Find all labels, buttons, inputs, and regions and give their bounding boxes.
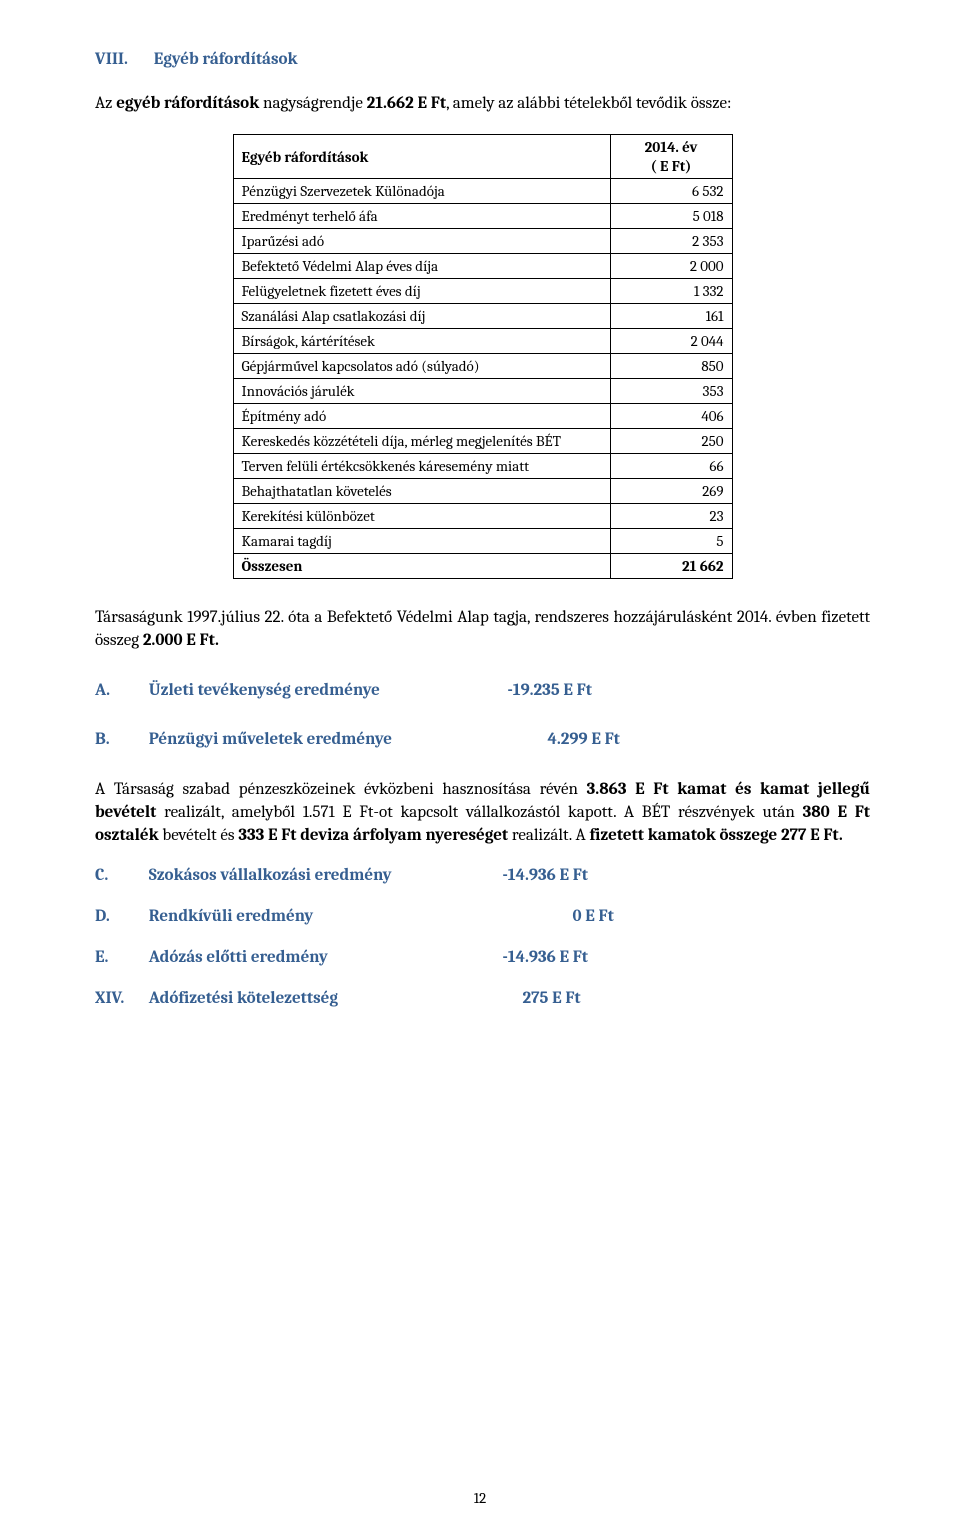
result-line-d: D. Rendkívüli eredmény 0 E Ft xyxy=(95,907,870,926)
bold-text: 333 E Ft deviza árfolyam nyereséget xyxy=(238,826,508,845)
cell-total-label: Összesen xyxy=(233,554,610,579)
table-row: Befektető Védelmi Alap éves díja2 000 xyxy=(233,254,732,279)
table-row: Szanálási Alap csatlakozási díj161 xyxy=(233,304,732,329)
bold-text: 2.000 E Ft. xyxy=(143,631,219,650)
cell-value: 250 xyxy=(610,429,732,454)
cell-value: 406 xyxy=(610,404,732,429)
section-viii-heading: VIII. Egyéb ráfordítások xyxy=(95,50,870,69)
table-row: Bírságok, kártérítések2 044 xyxy=(233,329,732,354)
table-row: Gépjárművel kapcsolatos adó (súlyadó)850 xyxy=(233,354,732,379)
section-number: VIII. xyxy=(95,50,150,69)
text: realizált, amelyből 1.571 E Ft-ot kapcso… xyxy=(156,803,802,822)
text: A Társaság szabad pénzeszközeinek évközb… xyxy=(95,780,587,799)
cell-value: 161 xyxy=(610,304,732,329)
financial-ops-paragraph: A Társaság szabad pénzeszközeinek évközb… xyxy=(95,779,870,848)
line-code: XIV. xyxy=(95,989,145,1008)
table-row: Kamarai tagdíj5 xyxy=(233,529,732,554)
line-value: -19.235 E Ft xyxy=(508,681,592,700)
line-code: C. xyxy=(95,866,145,885)
results-group: C. Szokásos vállalkozási eredmény -14.93… xyxy=(95,866,870,1008)
line-value: -14.936 E Ft xyxy=(503,866,589,885)
table-row: Kereskedés közzétételi díja, mérleg megj… xyxy=(233,429,732,454)
table-row: Iparűzési adó2 353 xyxy=(233,229,732,254)
line-code: A. xyxy=(95,681,145,700)
line-label: Adófizetési kötelezettség xyxy=(149,989,519,1008)
text: realizált. A xyxy=(508,826,589,845)
result-line-a: A. Üzleti tevékenység eredménye -19.235 … xyxy=(95,681,870,700)
line-label: Rendkívüli eredmény xyxy=(149,907,569,926)
cell-label: Szanálási Alap csatlakozási díj xyxy=(233,304,610,329)
col-header-label: Egyéb ráfordítások xyxy=(233,134,610,179)
page-number: 12 xyxy=(0,1489,960,1507)
result-line-b: B. Pénzügyi műveletek eredménye 4.299 E … xyxy=(95,730,870,749)
cell-value: 2 353 xyxy=(610,229,732,254)
table-row: Terven felüli értékcsökkenés káresemény … xyxy=(233,454,732,479)
table-row: Felügyeletnek fizetett éves díj1 332 xyxy=(233,279,732,304)
line-value: 275 E Ft xyxy=(523,989,581,1008)
table-row: Behajthatatlan követelés269 xyxy=(233,479,732,504)
line-label: Üzleti tevékenység eredménye xyxy=(149,681,504,700)
table-row: Kerekítési különbözet23 xyxy=(233,504,732,529)
line-value: 4.299 E Ft xyxy=(548,730,620,749)
expenses-table: Egyéb ráfordítások 2014. év ( E Ft) Pénz… xyxy=(233,134,733,580)
table-row: Építmény adó406 xyxy=(233,404,732,429)
text: nagyságrendje xyxy=(259,94,366,113)
table-row: Pénzügyi Szervezetek Különadója6 532 xyxy=(233,179,732,204)
cell-label: Pénzügyi Szervezetek Különadója xyxy=(233,179,610,204)
line-code: B. xyxy=(95,730,145,749)
cell-label: Eredményt terhelő áfa xyxy=(233,204,610,229)
cell-label: Befektető Védelmi Alap éves díja xyxy=(233,254,610,279)
result-line-e: E. Adózás előtti eredmény -14.936 E Ft xyxy=(95,948,870,967)
cell-value: 353 xyxy=(610,379,732,404)
col-header-value: 2014. év ( E Ft) xyxy=(610,134,732,179)
line-value: 0 E Ft xyxy=(573,907,614,926)
line-value: -14.936 E Ft xyxy=(503,948,589,967)
cell-value: 2 044 xyxy=(610,329,732,354)
bold-text: 21.662 E Ft xyxy=(367,94,447,113)
cell-value: 850 xyxy=(610,354,732,379)
table-row: Eredményt terhelő áfa5 018 xyxy=(233,204,732,229)
bold-text: egyéb ráfordítások xyxy=(116,94,259,113)
text: , amely az alábbi tételekből tevődik öss… xyxy=(446,94,731,113)
line-label: Szokásos vállalkozási eredmény xyxy=(149,866,499,885)
text: ( E Ft) xyxy=(651,157,692,175)
cell-value: 66 xyxy=(610,454,732,479)
cell-label: Kamarai tagdíj xyxy=(233,529,610,554)
intro-paragraph: Az egyéb ráfordítások nagyságrendje 21.6… xyxy=(95,93,870,116)
line-code: E. xyxy=(95,948,145,967)
cell-label: Behajthatatlan követelés xyxy=(233,479,610,504)
cell-label: Gépjárművel kapcsolatos adó (súlyadó) xyxy=(233,354,610,379)
table-header-row: Egyéb ráfordítások 2014. év ( E Ft) xyxy=(233,134,732,179)
cell-value: 5 xyxy=(610,529,732,554)
cell-value: 5 018 xyxy=(610,204,732,229)
cell-label: Kerekítési különbözet xyxy=(233,504,610,529)
table-total-row: Összesen21 662 xyxy=(233,554,732,579)
cell-value: 1 332 xyxy=(610,279,732,304)
text: bevételt és xyxy=(159,826,239,845)
line-code: D. xyxy=(95,907,145,926)
text: Az xyxy=(95,94,116,113)
section-title: Egyéb ráfordítások xyxy=(154,50,298,69)
cell-label: Bírságok, kártérítések xyxy=(233,329,610,354)
cell-total-value: 21 662 xyxy=(610,554,732,579)
cell-value: 6 532 xyxy=(610,179,732,204)
cell-label: Terven felüli értékcsökkenés káresemény … xyxy=(233,454,610,479)
result-line-xiv: XIV. Adófizetési kötelezettség 275 E Ft xyxy=(95,989,870,1008)
table-row: Innovációs járulék353 xyxy=(233,379,732,404)
beva-paragraph: Társaságunk 1997.július 22. óta a Befekt… xyxy=(95,607,870,653)
cell-value: 269 xyxy=(610,479,732,504)
cell-label: Kereskedés közzétételi díja, mérleg megj… xyxy=(233,429,610,454)
cell-value: 23 xyxy=(610,504,732,529)
line-label: Pénzügyi műveletek eredménye xyxy=(149,730,544,749)
bold-text: fizetett kamatok összege 277 E Ft. xyxy=(589,826,842,845)
cell-label: Innovációs járulék xyxy=(233,379,610,404)
line-label: Adózás előtti eredmény xyxy=(149,948,499,967)
text: 2014. év xyxy=(645,138,698,156)
cell-label: Felügyeletnek fizetett éves díj xyxy=(233,279,610,304)
page: VIII. Egyéb ráfordítások Az egyéb ráford… xyxy=(0,0,960,1537)
result-line-c: C. Szokásos vállalkozási eredmény -14.93… xyxy=(95,866,870,885)
cell-label: Építmény adó xyxy=(233,404,610,429)
cell-value: 2 000 xyxy=(610,254,732,279)
cell-label: Iparűzési adó xyxy=(233,229,610,254)
